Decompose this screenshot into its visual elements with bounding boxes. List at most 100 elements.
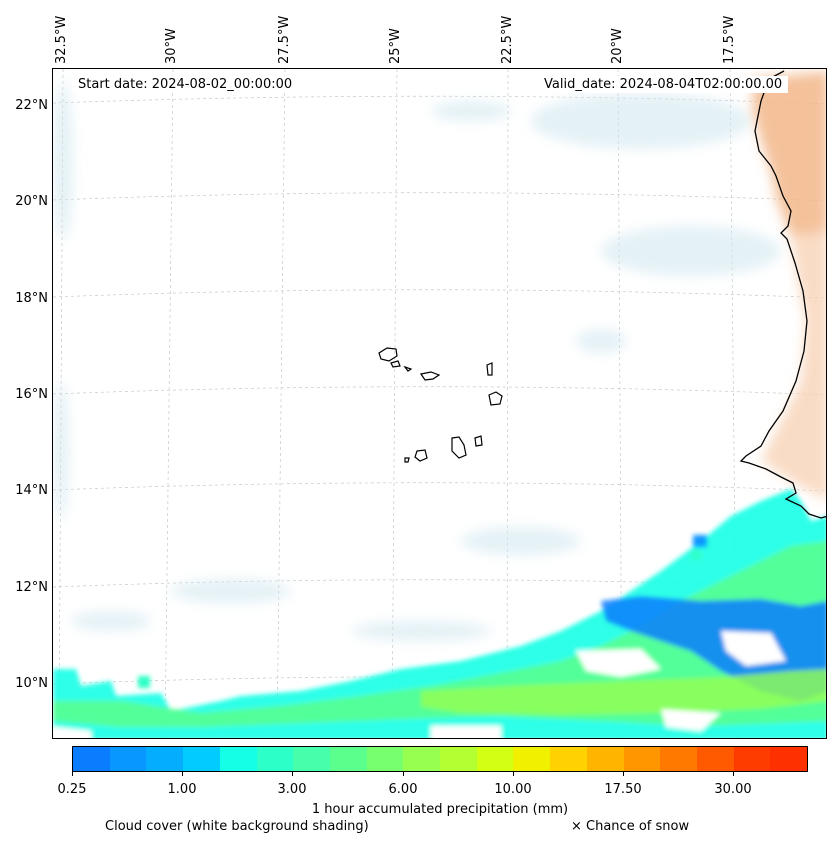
cloud-cover-shading	[53, 81, 781, 641]
colorbar-swatch-16	[623, 747, 661, 771]
cloud-patch-low-west	[71, 611, 151, 631]
coastline-west-africa	[739, 70, 826, 519]
colorbar-tick-label-1: 0.25	[57, 782, 87, 797]
lat-label-18n: 18°N	[15, 291, 48, 306]
precip-gap-white-2	[661, 709, 721, 731]
colorbar-tickmark-3	[292, 772, 293, 776]
precip-cell-isolated-1	[693, 535, 707, 547]
colorbar-swatch-7	[293, 747, 330, 771]
colorbar-tick-label-4: 6.00	[388, 782, 418, 797]
lon-label-17-5w: 17.5°W	[722, 15, 737, 64]
lat-label-20n: 20°N	[15, 194, 48, 209]
land-heat-shading	[753, 71, 826, 500]
colorbar-swatch-4	[183, 747, 220, 771]
island-santiago	[451, 436, 467, 459]
gridline-lat-14	[53, 482, 826, 492]
gridline-lat-20	[53, 192, 826, 202]
cloud-patch-nw	[53, 81, 73, 241]
lat-label-12n: 12°N	[15, 580, 48, 595]
island-maio	[474, 435, 483, 447]
cloud-patch-east	[601, 226, 781, 276]
island-sao-vicente	[390, 360, 401, 368]
colorbar-swatch-11	[440, 747, 477, 771]
cloud-patch-north	[531, 93, 751, 149]
lat-label-22n: 22°N	[15, 98, 48, 113]
valid-date-label: Valid_date: 2024-08-04T02:00:00.00	[538, 76, 789, 93]
colorbar-tick-label-3: 3.00	[277, 782, 307, 797]
precip-gap-white-4	[431, 726, 501, 738]
colorbar-swatch-10	[403, 747, 441, 771]
map-canvas	[53, 69, 826, 738]
precipitation-field	[53, 489, 826, 738]
gridline-lon-32-5	[58, 69, 64, 738]
colorbar-swatch-5	[219, 747, 257, 771]
snow-legend: × Chance of snow	[571, 819, 690, 834]
gridline-lat-12	[53, 579, 826, 589]
lon-label-32-5w: 32.5°W	[54, 15, 69, 64]
colorbar-tick-label-2: 1.00	[167, 782, 197, 797]
colorbar-swatch-9	[366, 747, 404, 771]
lon-label-20w: 20°W	[610, 28, 625, 64]
island-fogo	[414, 449, 428, 462]
precip-gap-white-5	[53, 727, 91, 738]
colorbar-tickmark-4	[403, 772, 404, 776]
gridline-lon-22-5	[506, 69, 509, 738]
island-santa-luzia	[403, 365, 413, 372]
colorbar-swatch-1	[73, 747, 110, 771]
start-date-label: Start date: 2024-08-02_00:00:00	[72, 76, 299, 93]
map-panel	[52, 68, 827, 739]
island-sao-nicolau	[420, 371, 441, 381]
colorbar-title: 1 hour accumulated precipitation (mm)	[311, 802, 569, 817]
island-sal	[486, 362, 493, 376]
island-boa-vista	[488, 391, 503, 406]
colorbar-tickmark-2	[182, 772, 183, 776]
island-santo-antao	[378, 347, 398, 362]
precip-cell-isolated-3	[138, 676, 150, 688]
cloud-patch-mid	[576, 329, 626, 353]
lon-label-27-5w: 27.5°W	[277, 15, 292, 64]
cape-verde-islands	[378, 347, 503, 463]
colorbar-swatch-14	[550, 747, 587, 771]
colorbar-swatch-13	[513, 747, 551, 771]
lat-label-10n: 10°N	[15, 676, 48, 691]
land-orange-north	[753, 71, 826, 236]
colorbar-tickmark-6	[623, 772, 624, 776]
precip-gap-white-3	[721, 631, 786, 666]
colorbar-swatch-20	[770, 747, 808, 771]
colorbar-swatch-19	[733, 747, 771, 771]
colorbar-swatch-15	[586, 747, 624, 771]
colorbar-tickmark-7	[733, 772, 734, 776]
cloud-patch-south-east	[461, 527, 581, 555]
precip-cell-isolated-2	[691, 550, 701, 560]
gridline-lon-27-5	[276, 69, 286, 738]
lon-label-30w: 30°W	[164, 28, 179, 64]
colorbar-swatch-18	[696, 747, 734, 771]
lon-label-25w: 25°W	[388, 28, 403, 64]
colorbar-swatch-3	[146, 747, 184, 771]
colorbar-tickmark-1	[72, 772, 73, 776]
gridline-lat-22	[53, 95, 826, 105]
colorbar-tickmark-5	[513, 772, 514, 776]
cloud-cover-legend: Cloud cover (white background shading)	[105, 819, 369, 834]
gridline-lat-10	[53, 676, 826, 686]
cloud-patch-south-center	[351, 621, 491, 641]
colorbar-swatch-2	[109, 747, 147, 771]
cloud-patch-west	[53, 381, 69, 521]
lat-label-16n: 16°N	[15, 387, 48, 402]
gridline-lon-30	[164, 69, 174, 738]
colorbar-tick-label-6: 17.50	[604, 782, 642, 797]
gridline-lat-16	[53, 386, 826, 396]
precipitation-colorbar	[72, 746, 808, 772]
lat-label-14n: 14°N	[15, 483, 48, 498]
colorbar-swatch-17	[660, 747, 697, 771]
cloud-patch-center-north	[431, 101, 511, 121]
colorbar-swatch-6	[256, 747, 294, 771]
precip-band-yellowgreen	[421, 669, 826, 715]
land-orange-south	[761, 231, 826, 500]
island-brava	[404, 457, 410, 463]
colorbar-swatch-8	[329, 747, 367, 771]
lon-label-22-5w: 22.5°W	[500, 15, 515, 64]
colorbar-swatch-12	[476, 747, 514, 771]
colorbar-tick-label-5: 10.00	[494, 782, 532, 797]
gridline-lat-18	[53, 289, 826, 299]
